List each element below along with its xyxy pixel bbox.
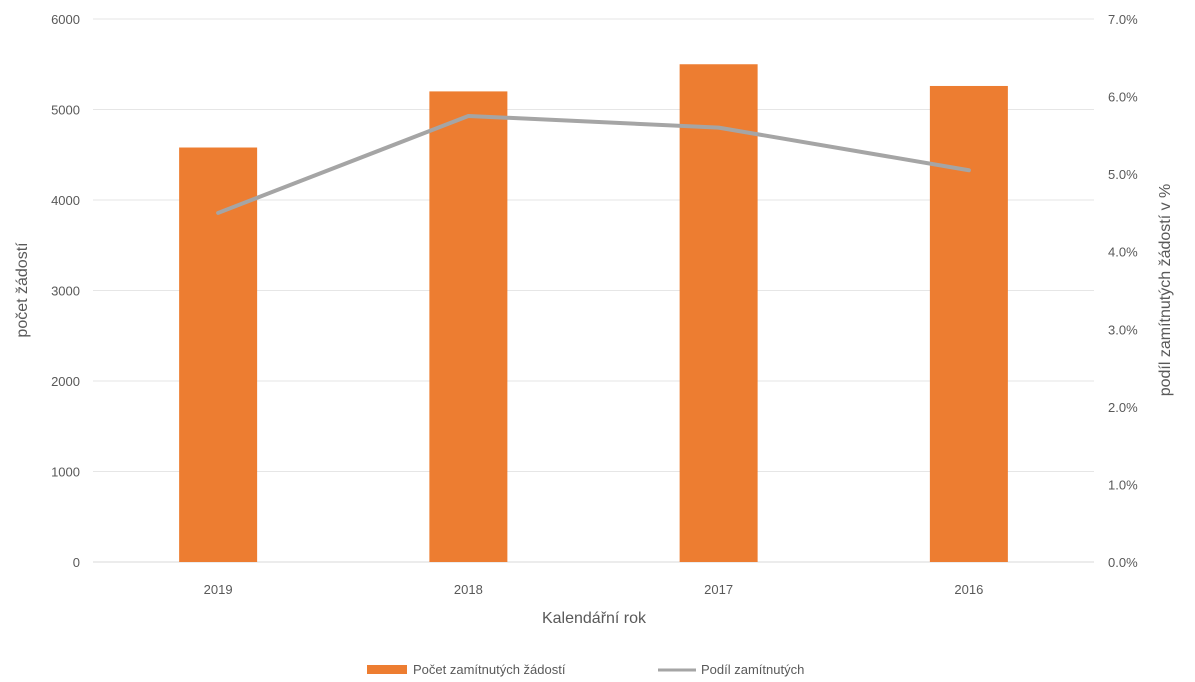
y-tick-label: 1000 <box>51 465 80 480</box>
y2-tick-label: 5.0% <box>1108 167 1138 182</box>
bar-series <box>179 64 1008 563</box>
legend: Počet zamítnutých žádostí Podíl zamítnut… <box>367 662 804 677</box>
y-tick-label: 2000 <box>51 374 80 389</box>
y-axis-title: počet žádostí <box>14 242 31 338</box>
legend-label-bar: Počet zamítnutých žádostí <box>413 662 566 677</box>
x-tick-label: 2016 <box>954 582 983 597</box>
bar <box>429 91 508 563</box>
bar <box>679 64 758 562</box>
right-axis-ticks: 0.0% 1.0% 2.0% 3.0% 4.0% 5.0% 6.0% 7.0% <box>1108 12 1138 570</box>
bar <box>179 147 258 562</box>
y2-tick-label: 2.0% <box>1108 400 1138 415</box>
y2-tick-label: 6.0% <box>1108 90 1138 105</box>
y2-tick-label: 1.0% <box>1108 477 1138 492</box>
y-tick-label: 5000 <box>51 103 80 118</box>
y2-tick-label: 7.0% <box>1108 12 1138 27</box>
y2-tick-label: 0.0% <box>1108 555 1138 570</box>
x-axis-title: Kalendářní rok <box>542 610 647 627</box>
y-tick-label: 0 <box>73 555 80 570</box>
series-line <box>216 113 971 215</box>
y-tick-label: 4000 <box>51 193 80 208</box>
y2-axis-title: podíl zamítnutých žádostí v % <box>1157 184 1174 397</box>
y2-tick-label: 3.0% <box>1108 322 1138 337</box>
line-series <box>216 113 971 215</box>
legend-label-line: Podíl zamítnutých <box>701 662 804 677</box>
y-tick-label: 6000 <box>51 12 80 27</box>
x-tick-label: 2018 <box>454 582 483 597</box>
x-axis-ticks: 2019 2018 2017 2016 <box>204 582 984 597</box>
gridlines <box>93 18 1094 563</box>
y-tick-label: 3000 <box>51 284 80 299</box>
x-tick-label: 2019 <box>204 582 233 597</box>
x-tick-label: 2017 <box>704 582 733 597</box>
legend-swatch-bar <box>367 665 407 674</box>
bar <box>929 85 1008 562</box>
left-axis-ticks: 0 1000 2000 3000 4000 5000 6000 <box>51 12 80 570</box>
y2-tick-label: 4.0% <box>1108 245 1138 260</box>
